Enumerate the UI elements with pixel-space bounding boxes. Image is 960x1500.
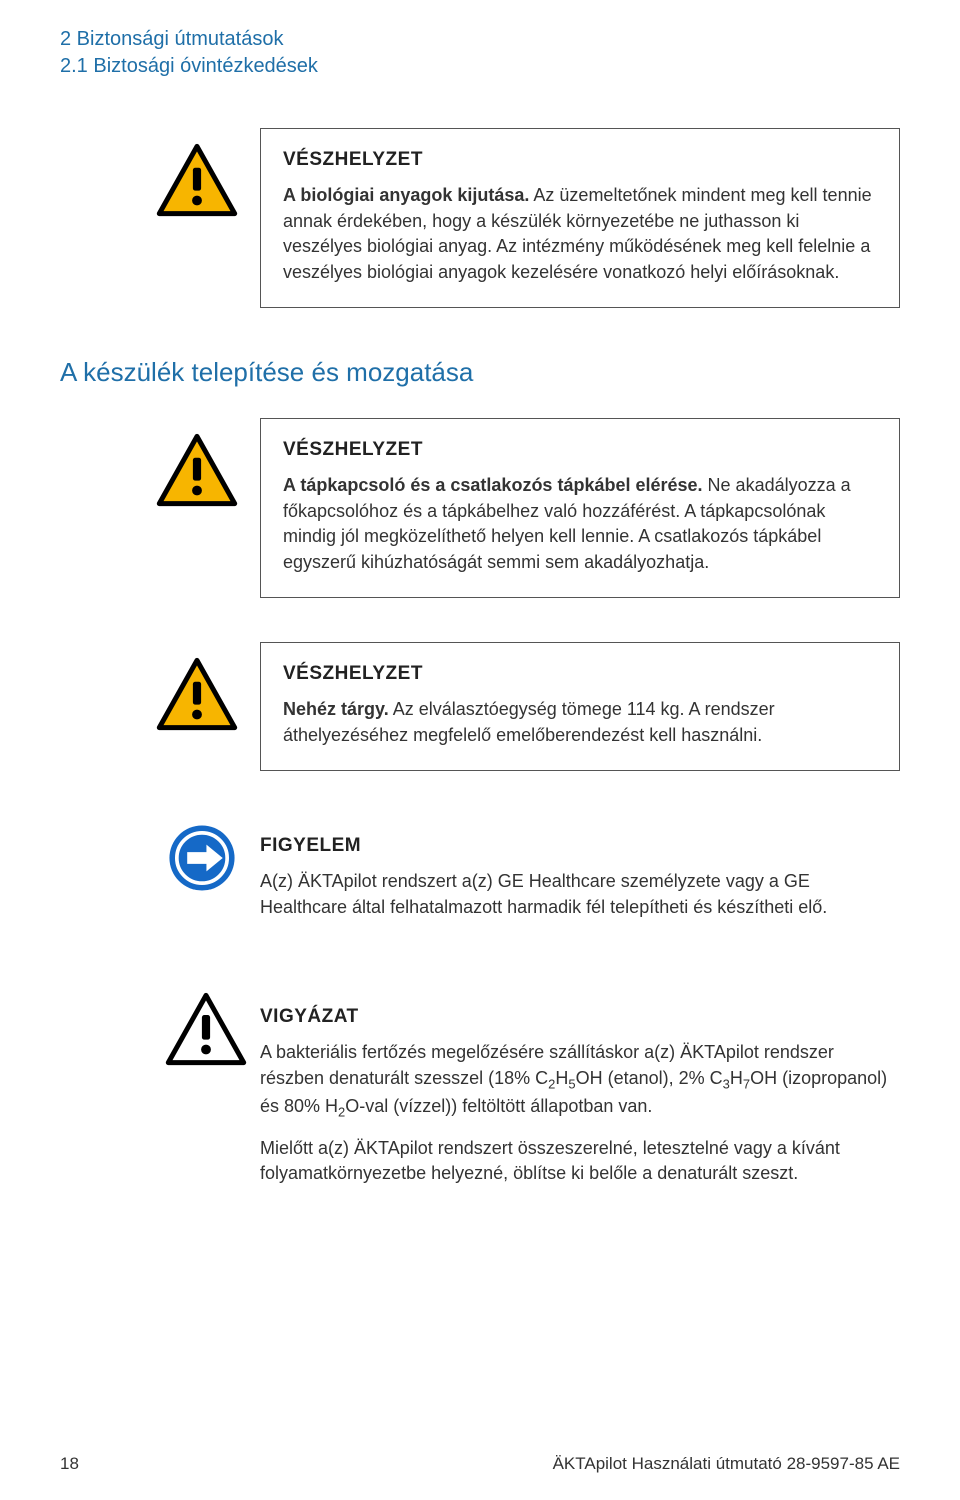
doc-ref: ÄKTApilot Használati útmutató 28-9597-85… (553, 1454, 900, 1474)
sub: 3 (723, 1077, 730, 1092)
warning-title: VÉSZHELYZET (283, 439, 877, 461)
notice-box-install: FIGYELEM A(z) ÄKTApilot rendszert a(z) G… (260, 815, 900, 942)
section-title: A készülék telepítése és mozgatása (60, 356, 900, 390)
warning-box-power: VÉSZHELYZET A tápkapcsoló és a csatlakoz… (260, 418, 900, 598)
notice-title: FIGYELEM (260, 835, 900, 857)
caution-box-denatured: VIGYÁZAT A bakteriális fertőzés megelőzé… (260, 986, 900, 1209)
warning-lead: A tápkapcsoló és a csatlakozós tápkábel … (283, 475, 703, 495)
sub: 5 (568, 1077, 575, 1092)
chapter-heading: 2 Biztonsági útmutatások (60, 28, 900, 51)
caution-para2: Mielőtt a(z) ÄKTApilot rendszert összesz… (260, 1136, 900, 1187)
warning-lead: A biológiai anyagok kijutása. (283, 185, 529, 205)
notice-body: A(z) ÄKTApilot rendszert a(z) GE Healthc… (260, 869, 900, 920)
warning-body: A biológiai anyagok kijutása. Az üzemelt… (283, 183, 877, 285)
info-arrow-icon (165, 821, 247, 895)
warning-title: VÉSZHELYZET (283, 149, 877, 171)
page-number: 18 (60, 1454, 79, 1474)
caution-text: H (730, 1068, 743, 1088)
warning-icon (156, 657, 238, 731)
caution-body: A bakteriális fertőzés megelőzésére szál… (260, 1040, 900, 1187)
caution-text: O-val (vízzel)) feltöltött állapotban va… (345, 1096, 652, 1116)
warning-icon (156, 143, 238, 217)
sub: 7 (743, 1077, 750, 1092)
caution-text: OH (etanol), 2% C (576, 1068, 723, 1088)
warning-box-heavy: VÉSZHELYZET Nehéz tárgy. Az elválasztóeg… (260, 642, 900, 771)
caution-title: VIGYÁZAT (260, 1006, 900, 1028)
caution-icon (165, 992, 247, 1066)
warning-box-biological: VÉSZHELYZET A biológiai anyagok kijutása… (260, 128, 900, 308)
caution-text: H (555, 1068, 568, 1088)
warning-body: A tápkapcsoló és a csatlakozós tápkábel … (283, 473, 877, 575)
section-heading: 2.1 Biztosági óvintézkedések (60, 55, 900, 78)
warning-title: VÉSZHELYZET (283, 663, 877, 685)
warning-lead: Nehéz tárgy. (283, 699, 389, 719)
warning-icon (156, 433, 238, 507)
page-footer: 18 ÄKTApilot Használati útmutató 28-9597… (60, 1454, 900, 1474)
warning-body: Nehéz tárgy. Az elválasztóegység tömege … (283, 697, 877, 748)
